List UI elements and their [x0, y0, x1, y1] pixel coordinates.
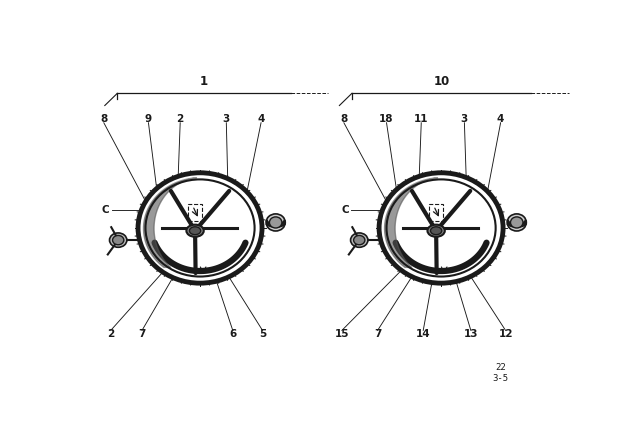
Text: C: C: [342, 205, 349, 215]
Text: 22
3-5: 22 3-5: [493, 363, 509, 383]
Bar: [188, 204, 202, 221]
Text: 13: 13: [463, 329, 478, 339]
Text: 3: 3: [461, 114, 468, 124]
Text: 2: 2: [177, 114, 184, 124]
Text: 8: 8: [340, 114, 348, 124]
Ellipse shape: [189, 227, 201, 235]
Text: 12: 12: [499, 329, 513, 339]
Ellipse shape: [511, 217, 523, 228]
Text: 5: 5: [259, 329, 266, 339]
Text: 14: 14: [416, 329, 431, 339]
Ellipse shape: [269, 217, 282, 228]
Text: 7: 7: [138, 329, 146, 339]
Ellipse shape: [428, 224, 445, 237]
Bar: [429, 204, 443, 221]
Text: C: C: [102, 205, 109, 215]
Text: 10: 10: [433, 75, 450, 88]
Text: 7: 7: [374, 329, 381, 339]
Ellipse shape: [266, 214, 285, 231]
Ellipse shape: [186, 224, 204, 237]
Text: 8: 8: [100, 114, 108, 124]
Text: 1: 1: [200, 75, 208, 88]
Text: 11: 11: [414, 114, 429, 124]
Text: 2: 2: [107, 329, 115, 339]
Text: 3: 3: [223, 114, 230, 124]
Text: 9: 9: [145, 114, 152, 124]
Ellipse shape: [351, 233, 368, 247]
Text: 18: 18: [380, 114, 394, 124]
Ellipse shape: [113, 236, 124, 245]
Ellipse shape: [507, 214, 526, 231]
Text: 15: 15: [335, 329, 349, 339]
Text: 4: 4: [497, 114, 504, 124]
Text: 6: 6: [229, 329, 236, 339]
Ellipse shape: [354, 236, 365, 245]
Ellipse shape: [109, 233, 127, 247]
Text: 4: 4: [257, 114, 265, 124]
Ellipse shape: [431, 227, 442, 235]
